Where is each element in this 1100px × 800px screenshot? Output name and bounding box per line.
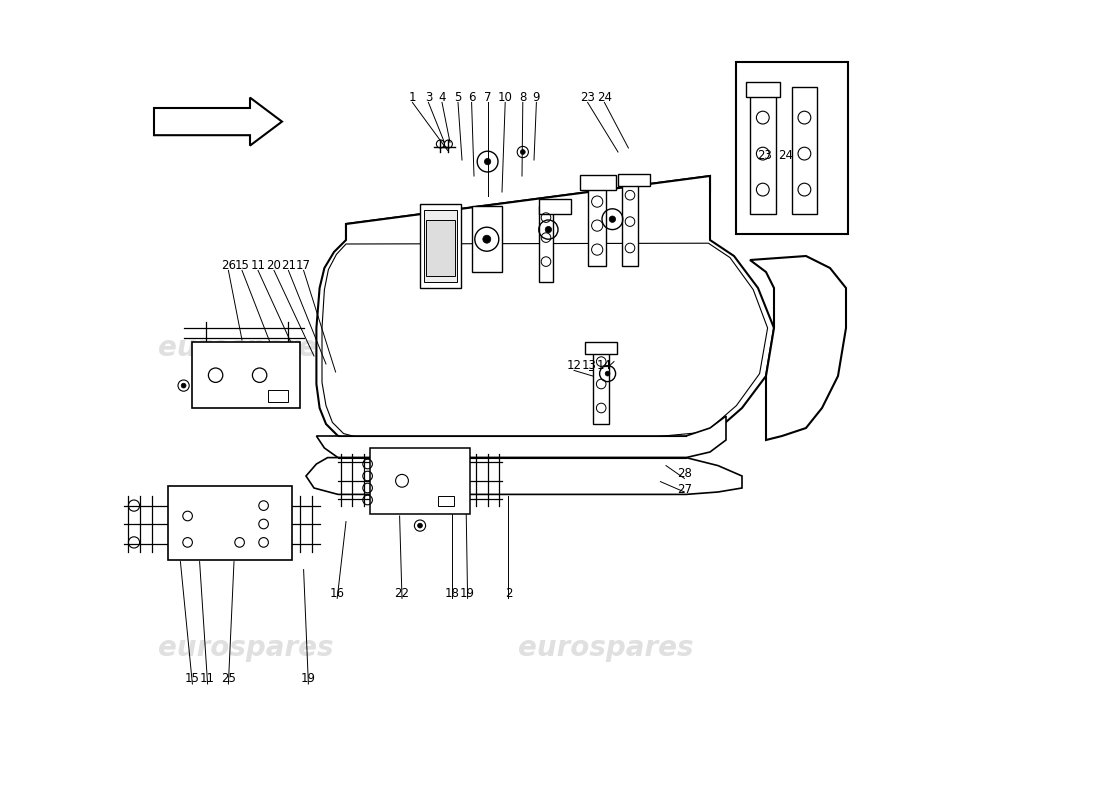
Text: 3: 3 bbox=[425, 91, 432, 104]
Text: eurospares: eurospares bbox=[158, 634, 333, 662]
Text: 25: 25 bbox=[221, 672, 235, 685]
Bar bbox=[792, 87, 817, 214]
Polygon shape bbox=[346, 176, 710, 240]
Text: 11: 11 bbox=[200, 672, 216, 685]
Bar bbox=[419, 204, 461, 288]
Bar bbox=[621, 178, 638, 266]
Text: 20: 20 bbox=[266, 259, 282, 272]
Text: 9: 9 bbox=[532, 91, 540, 104]
Text: 19: 19 bbox=[301, 672, 316, 685]
Bar bbox=[426, 220, 454, 276]
Text: 22: 22 bbox=[395, 587, 409, 600]
Text: 19: 19 bbox=[460, 587, 475, 600]
Text: 13: 13 bbox=[582, 359, 596, 372]
Circle shape bbox=[546, 226, 551, 233]
Polygon shape bbox=[306, 458, 742, 494]
Text: 24: 24 bbox=[597, 91, 612, 104]
Circle shape bbox=[484, 158, 491, 165]
Polygon shape bbox=[750, 256, 846, 440]
Circle shape bbox=[520, 150, 525, 154]
Text: 16: 16 bbox=[330, 587, 344, 600]
Circle shape bbox=[609, 216, 616, 222]
Bar bbox=[438, 496, 454, 506]
Text: 28: 28 bbox=[676, 467, 692, 480]
Bar bbox=[581, 175, 616, 190]
Bar bbox=[424, 210, 458, 282]
Bar bbox=[750, 87, 776, 214]
Text: 17: 17 bbox=[296, 259, 311, 272]
Text: 2: 2 bbox=[505, 587, 513, 600]
Text: 11: 11 bbox=[251, 259, 265, 272]
Polygon shape bbox=[154, 98, 282, 146]
Text: 23: 23 bbox=[757, 149, 772, 162]
Text: 4: 4 bbox=[438, 91, 446, 104]
Text: 7: 7 bbox=[484, 91, 492, 104]
Bar bbox=[588, 182, 606, 266]
Polygon shape bbox=[317, 416, 726, 458]
Text: 27: 27 bbox=[676, 483, 692, 496]
Text: 1: 1 bbox=[409, 91, 416, 104]
Text: 15: 15 bbox=[185, 672, 200, 685]
Bar bbox=[593, 346, 609, 424]
Bar bbox=[539, 199, 571, 214]
Text: 6: 6 bbox=[468, 91, 475, 104]
Text: 8: 8 bbox=[519, 91, 527, 104]
Bar bbox=[736, 62, 848, 234]
Text: eurospares: eurospares bbox=[158, 334, 333, 362]
Text: 12: 12 bbox=[566, 359, 582, 372]
Circle shape bbox=[182, 383, 186, 388]
Circle shape bbox=[605, 371, 610, 376]
Bar bbox=[585, 342, 617, 354]
Text: eurospares: eurospares bbox=[518, 634, 694, 662]
Text: 21: 21 bbox=[280, 259, 296, 272]
Text: 18: 18 bbox=[446, 587, 460, 600]
Circle shape bbox=[483, 235, 491, 243]
Text: 5: 5 bbox=[454, 91, 462, 104]
Bar bbox=[191, 342, 299, 408]
Text: eurospares: eurospares bbox=[518, 334, 694, 362]
Text: 23: 23 bbox=[580, 91, 595, 104]
Text: 15: 15 bbox=[234, 259, 250, 272]
Circle shape bbox=[418, 523, 422, 528]
Bar bbox=[539, 206, 553, 282]
Bar bbox=[370, 448, 470, 514]
Bar bbox=[267, 390, 287, 402]
Text: 24: 24 bbox=[779, 149, 793, 162]
Bar bbox=[746, 82, 780, 97]
Text: 14: 14 bbox=[597, 359, 612, 372]
Polygon shape bbox=[317, 176, 774, 442]
Bar bbox=[472, 206, 502, 272]
Text: 10: 10 bbox=[498, 91, 513, 104]
Bar bbox=[167, 486, 292, 560]
Bar bbox=[618, 174, 650, 186]
Text: 26: 26 bbox=[221, 259, 235, 272]
